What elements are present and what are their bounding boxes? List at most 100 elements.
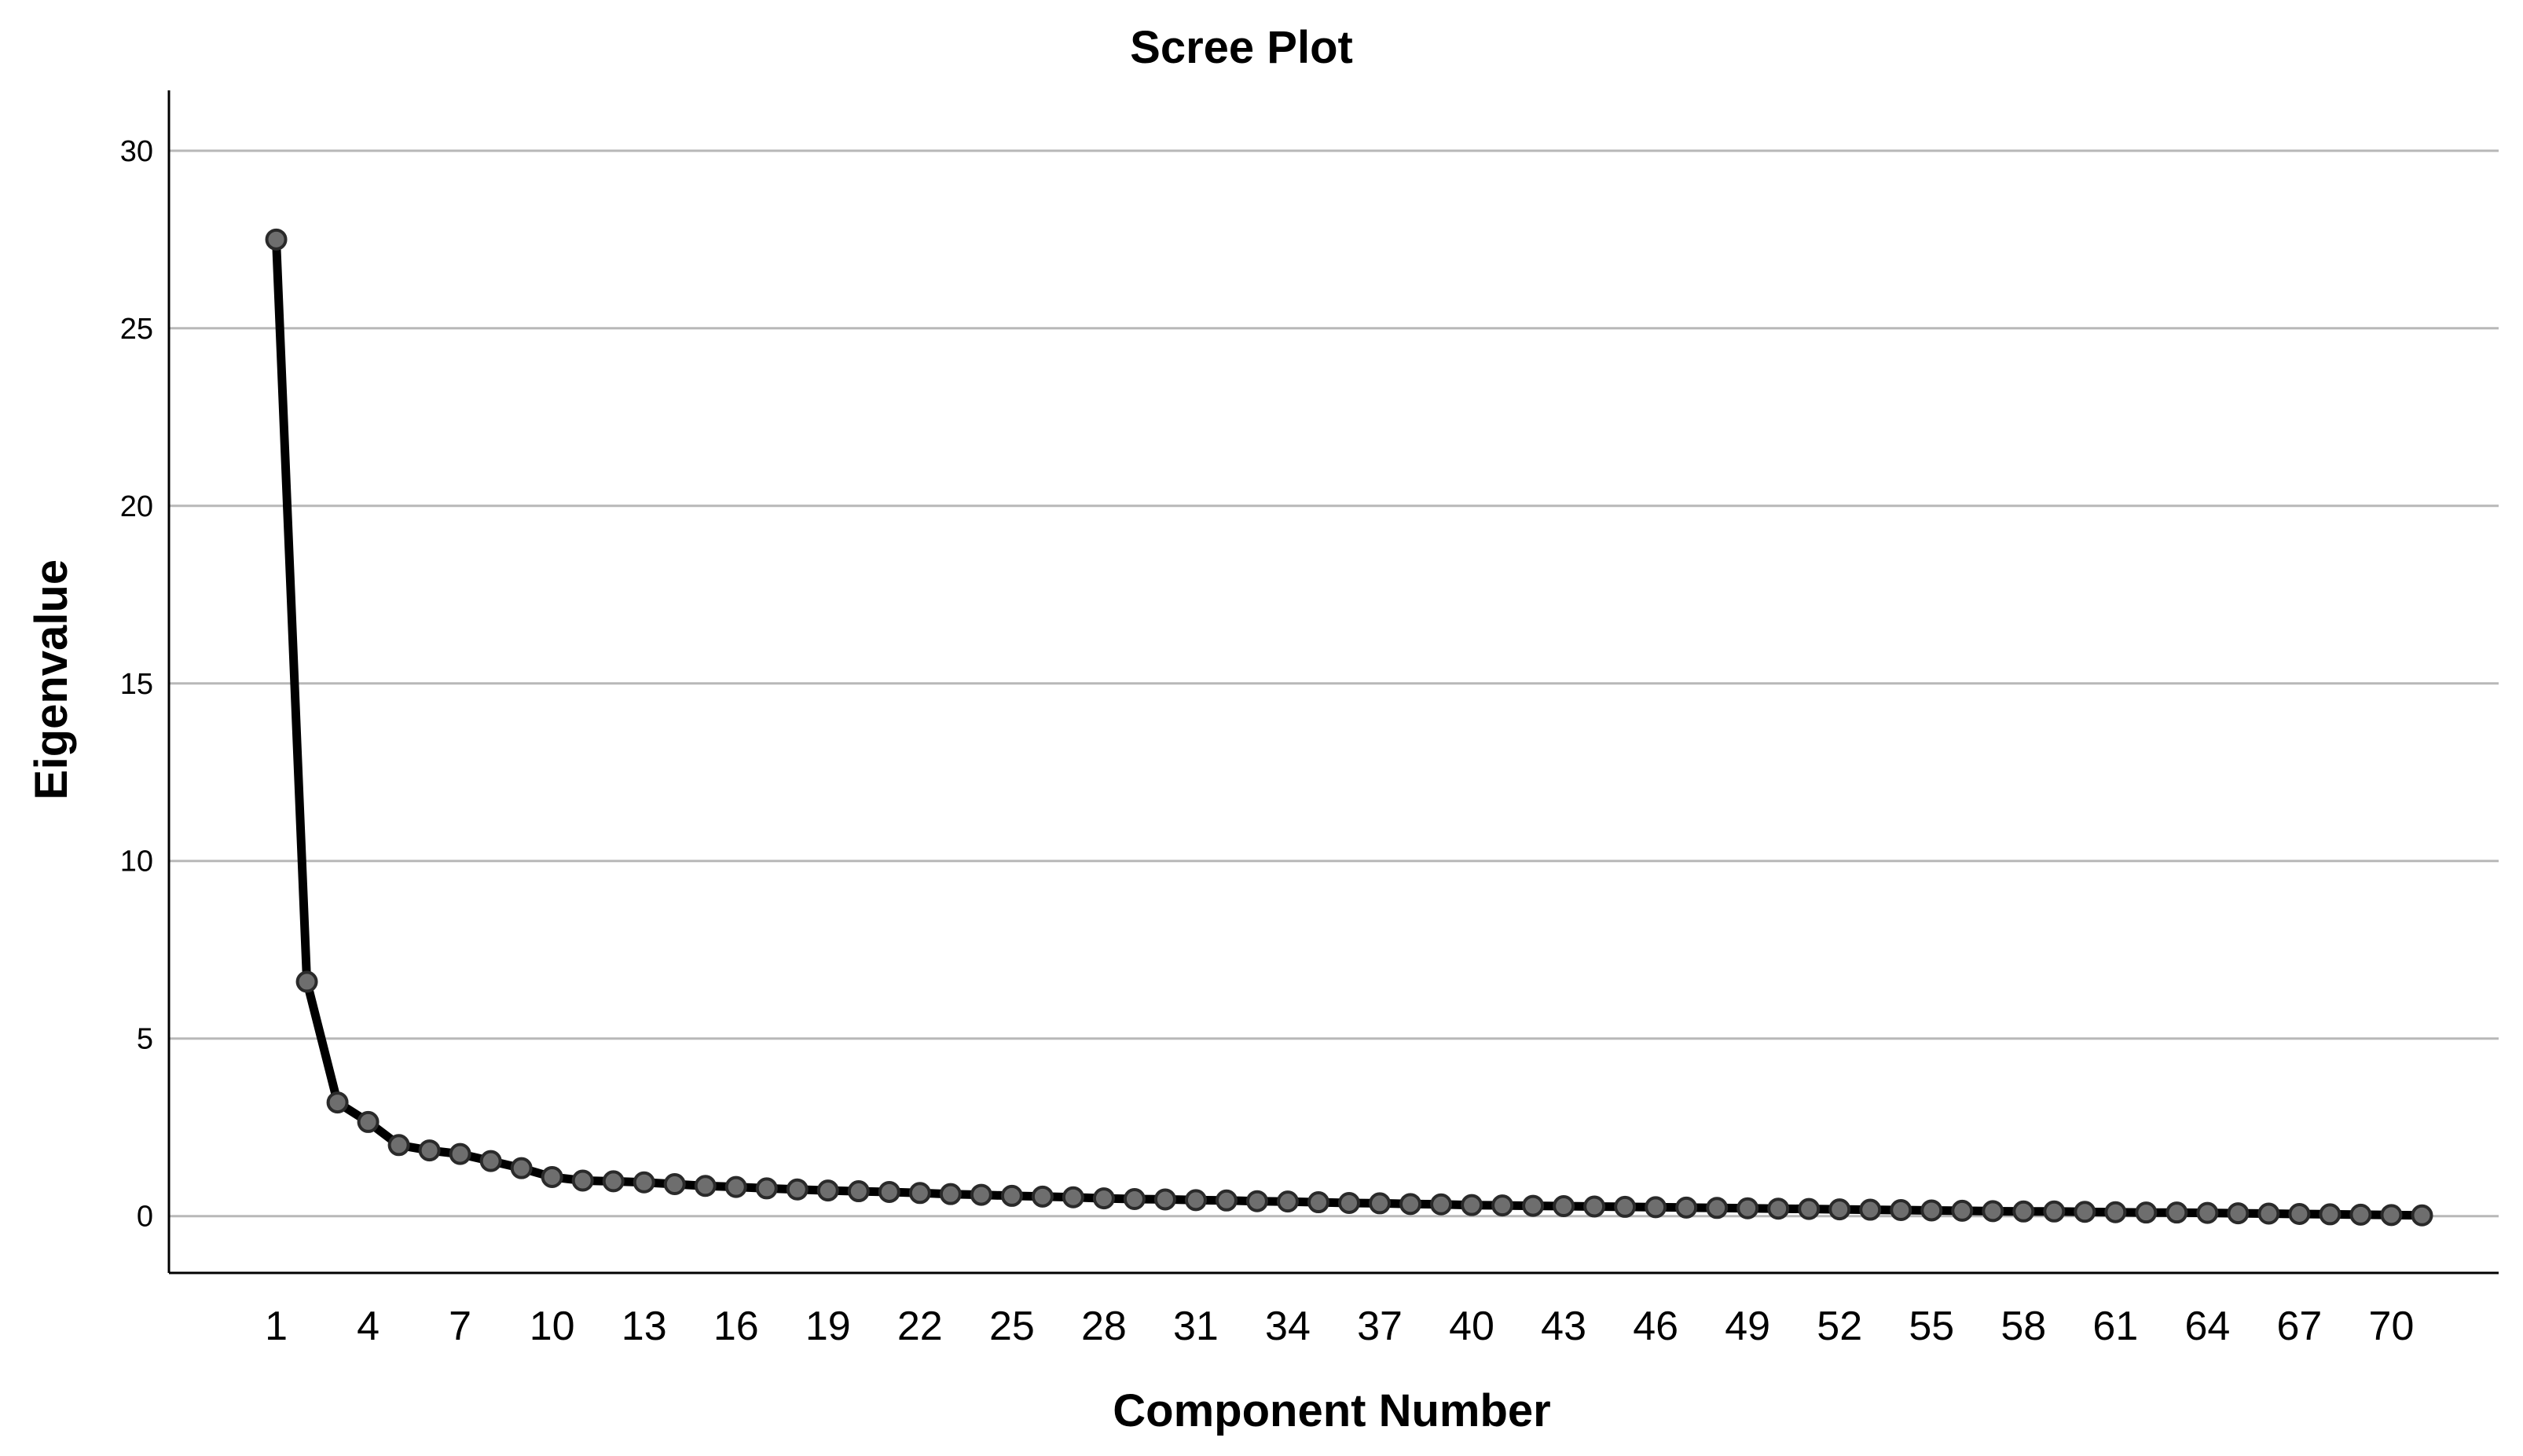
- data-point-64: [2196, 1201, 2219, 1224]
- data-point-13: [633, 1171, 655, 1194]
- data-point-25: [1000, 1184, 1023, 1207]
- data-point-18: [786, 1178, 809, 1201]
- x-axis-label: Component Number: [1113, 1385, 1550, 1436]
- data-point-63: [2165, 1201, 2188, 1224]
- data-point-17: [755, 1177, 778, 1200]
- data-point-7: [449, 1142, 471, 1165]
- data-point-15: [694, 1175, 717, 1197]
- data-point-41: [1491, 1194, 1514, 1217]
- data-point-9: [510, 1157, 533, 1179]
- x-tick-label-64: 64: [2184, 1304, 2230, 1349]
- x-axis-ticks: 1 4 7 10 13 16 19 22 25 28 31 34 37 40 43 46 49 52 55 58 61 6…: [265, 1304, 2414, 1349]
- x-tick-label-16: 16: [713, 1304, 759, 1349]
- data-point-67: [2288, 1202, 2311, 1225]
- data-point-16: [724, 1175, 747, 1198]
- data-point-52: [1828, 1198, 1851, 1221]
- x-tick-label-43: 43: [1541, 1304, 1586, 1349]
- y-tick-label-25: 25: [120, 313, 153, 346]
- data-point-40: [1461, 1194, 1483, 1216]
- x-tick-label-10: 10: [530, 1304, 575, 1349]
- data-point-66: [2257, 1202, 2280, 1225]
- data-point-32: [1215, 1189, 1238, 1212]
- data-point-21: [878, 1180, 900, 1203]
- data-point-39: [1430, 1193, 1453, 1216]
- x-tick-label-37: 37: [1357, 1304, 1403, 1349]
- data-point-35: [1307, 1191, 1329, 1214]
- data-point-49: [1736, 1197, 1759, 1219]
- data-point-48: [1706, 1197, 1729, 1219]
- data-point-2: [295, 970, 318, 993]
- data-point-3: [326, 1091, 349, 1114]
- data-point-53: [1859, 1198, 1882, 1221]
- data-point-24: [970, 1183, 992, 1206]
- data-point-42: [1522, 1194, 1545, 1217]
- data-point-54: [1890, 1199, 1912, 1222]
- x-tick-label-19: 19: [805, 1304, 851, 1349]
- data-point-26: [1031, 1185, 1054, 1208]
- x-tick-label-40: 40: [1449, 1304, 1494, 1349]
- y-tick-label-5: 5: [137, 1023, 153, 1056]
- data-point-8: [479, 1150, 502, 1172]
- y-tick-label-15: 15: [120, 668, 153, 701]
- data-point-56: [1951, 1199, 1974, 1222]
- x-tick-label-58: 58: [2000, 1304, 2046, 1349]
- data-point-46: [1645, 1196, 1667, 1219]
- data-point-31: [1184, 1189, 1207, 1212]
- data-point-68: [2319, 1203, 2341, 1226]
- x-tick-label-55: 55: [1909, 1304, 1954, 1349]
- data-point-69: [2349, 1203, 2372, 1226]
- data-point-45: [1614, 1195, 1637, 1218]
- data-point-44: [1583, 1195, 1606, 1218]
- data-point-50: [1767, 1197, 1790, 1220]
- data-point-65: [2227, 1202, 2250, 1225]
- x-tick-label-34: 34: [1265, 1304, 1311, 1349]
- data-point-51: [1798, 1197, 1821, 1220]
- data-point-36: [1338, 1191, 1361, 1214]
- y-axis-ticks: 0 5 10 15 20 25 30: [120, 135, 153, 1234]
- data-point-47: [1675, 1196, 1698, 1219]
- series-eigenvalues: [265, 228, 2433, 1227]
- data-point-5: [387, 1134, 410, 1157]
- x-tick-label-31: 31: [1173, 1304, 1219, 1349]
- data-point-38: [1399, 1193, 1422, 1216]
- y-tick-label-0: 0: [137, 1201, 153, 1234]
- x-tick-label-52: 52: [1817, 1304, 1862, 1349]
- x-tick-label-25: 25: [989, 1304, 1035, 1349]
- data-point-37: [1369, 1192, 1392, 1215]
- data-point-62: [2135, 1201, 2158, 1224]
- data-point-19: [816, 1179, 839, 1202]
- x-tick-label-7: 7: [449, 1304, 471, 1349]
- x-tick-label-46: 46: [1633, 1304, 1678, 1349]
- axes: [167, 90, 2499, 1274]
- data-point-30: [1153, 1188, 1176, 1211]
- data-point-14: [663, 1173, 686, 1196]
- x-tick-label-22: 22: [897, 1304, 943, 1349]
- data-point-29: [1123, 1187, 1146, 1210]
- data-point-22: [908, 1182, 931, 1205]
- data-point-59: [2043, 1200, 2066, 1223]
- x-tick-label-49: 49: [1725, 1304, 1770, 1349]
- data-point-61: [2104, 1201, 2127, 1223]
- data-point-20: [847, 1180, 870, 1203]
- data-point-71: [2411, 1204, 2433, 1227]
- data-point-6: [418, 1139, 441, 1162]
- data-point-11: [571, 1169, 594, 1192]
- data-point-1: [265, 228, 288, 251]
- data-point-10: [541, 1165, 563, 1188]
- y-tick-label-10: 10: [120, 845, 153, 878]
- data-point-55: [1920, 1199, 1943, 1222]
- x-tick-label-61: 61: [2092, 1304, 2138, 1349]
- x-tick-label-13: 13: [622, 1304, 667, 1349]
- y-tick-label-30: 30: [120, 135, 153, 168]
- data-point-27: [1062, 1186, 1084, 1208]
- chart-title: Scree Plot: [1130, 22, 1353, 73]
- data-point-23: [939, 1183, 962, 1205]
- data-point-12: [602, 1170, 625, 1193]
- data-point-60: [2074, 1201, 2096, 1223]
- data-point-4: [357, 1110, 380, 1133]
- x-tick-label-4: 4: [357, 1304, 380, 1349]
- data-point-33: [1245, 1190, 1268, 1212]
- data-point-70: [2380, 1204, 2403, 1227]
- x-tick-label-70: 70: [2369, 1304, 2415, 1349]
